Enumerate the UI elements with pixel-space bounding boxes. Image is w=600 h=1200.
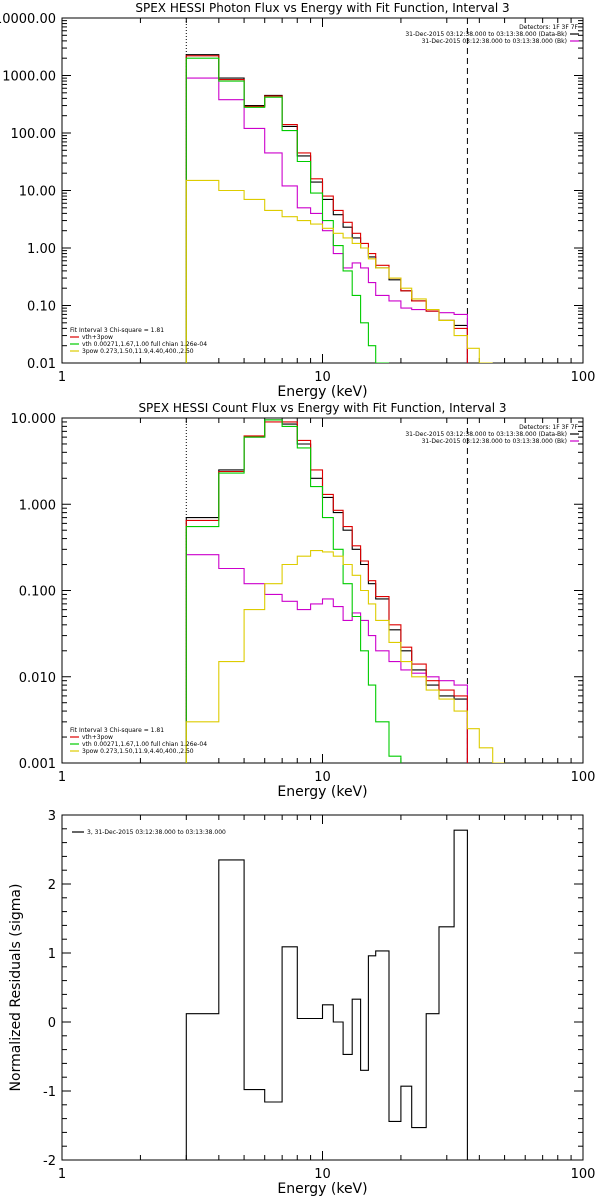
panel-2: SPEX HESSI Count Flux vs Energy with Fit… xyxy=(11,401,596,800)
y-tick-label: 0.01 xyxy=(27,357,56,372)
x-tick-label: 100 xyxy=(571,370,596,385)
fit-legend-label: vth 0.00271,1.67,1.00 full chian 1.26e-0… xyxy=(82,341,207,348)
series-group xyxy=(185,54,493,363)
y-tick-label: 1.000 xyxy=(19,498,56,513)
y-tick-label: 1 xyxy=(48,947,56,962)
y-tick-label: 10.00 xyxy=(19,185,56,200)
fit-info-header: Fit Interval 3 Chi-square = 1.81 xyxy=(70,727,164,734)
x-axis-label: Energy (keV) xyxy=(277,1181,367,1197)
panel-3: 1 10 100 Energy (keV) -2 -1 0 1 2 3 Normalized Res… xyxy=(8,809,595,1197)
series-vth+3pow xyxy=(185,55,468,363)
x-axis-label: Energy (keV) xyxy=(277,384,367,400)
y-tick-label: 0.010 xyxy=(19,671,56,686)
series-vth xyxy=(185,57,389,363)
series-Data-Bk xyxy=(185,54,468,363)
x-tick-label: 100 xyxy=(571,770,596,785)
series-group xyxy=(185,829,468,1160)
x-tick-label: 10 xyxy=(314,770,331,785)
y-tick-label: 3 xyxy=(48,809,56,824)
y-tick-label: 10.000 xyxy=(11,412,57,427)
panel-1: SPEX HESSI Photon Flux vs Energy with Fi… xyxy=(0,1,595,400)
x-tick-label: 1 xyxy=(58,1167,66,1182)
fit-legend-label: vth+3pow xyxy=(82,334,113,341)
x-tick-label: 1 xyxy=(58,770,66,785)
fit-legend-label: vth+3pow xyxy=(82,734,113,741)
y-tick-label: 0.100 xyxy=(19,585,56,600)
y-tick-label: 1000.00 xyxy=(2,70,56,85)
y-tick-label: 1.00 xyxy=(27,242,56,257)
legend-label: 3, 31-Dec-2015 03:12:38.000 to 03:13:38.… xyxy=(87,829,226,836)
legend-label: 31-Dec-2015 03:12:38.000 to 03:13:38.000… xyxy=(422,438,567,445)
fit-info-header: Fit Interval 3 Chi-square = 1.81 xyxy=(70,327,164,334)
y-tick-label: 10000.00 xyxy=(0,12,56,27)
fit-legend-label: vth 0.00271,1.67,1.00 full chian 1.26e-0… xyxy=(82,741,207,748)
x-axis-label: Energy (keV) xyxy=(277,784,367,800)
legend-header: Detectors: 1F 3F 7F xyxy=(519,24,578,31)
x-tick-label: 10 xyxy=(314,370,331,385)
legend-header: Detectors: 1F 3F 7F xyxy=(519,424,578,431)
y-axis-label: Normalized Residuals (sigma) xyxy=(8,884,24,1092)
series-vth xyxy=(185,419,402,763)
fit-legend-label: 3pow 0.273,1.50,11.9,4.40,400.,2.50 xyxy=(82,348,194,355)
series-group xyxy=(185,419,505,763)
plot-frame xyxy=(61,814,584,1161)
y-tick-label: -1 xyxy=(43,1085,56,1100)
legend-label: 31-Dec-2015 03:12:38.000 to 03:13:38.000… xyxy=(422,38,567,45)
chart-title: SPEX HESSI Count Flux vs Energy with Fit… xyxy=(138,401,506,415)
y-tick-label: -2 xyxy=(43,1154,56,1169)
legend-label: 31-Dec-2015 03:12:38.000 to 03:13:38.000… xyxy=(405,31,567,38)
series-residuals xyxy=(185,829,468,1160)
y-tick-label: 2 xyxy=(48,878,56,893)
y-tick-label: 100.00 xyxy=(11,127,57,142)
x-tick-label: 1 xyxy=(58,370,66,385)
y-tick-label: 0 xyxy=(48,1016,56,1031)
y-tick-label: 0.10 xyxy=(27,300,56,315)
series-3pow xyxy=(185,179,493,363)
chart-title: SPEX HESSI Photon Flux vs Energy with Fi… xyxy=(135,1,509,15)
fit-legend-label: 3pow 0.273,1.50,11.9,4.40,400.,2.50 xyxy=(82,748,194,755)
legend-label: 31-Dec-2015 03:12:38.000 to 03:13:38.000… xyxy=(405,431,567,438)
y-tick-label: 0.001 xyxy=(19,757,56,772)
series-Bk xyxy=(185,554,468,763)
x-tick-label: 100 xyxy=(571,1167,596,1182)
series-3pow xyxy=(185,550,505,763)
x-tick-label: 10 xyxy=(314,1167,331,1182)
